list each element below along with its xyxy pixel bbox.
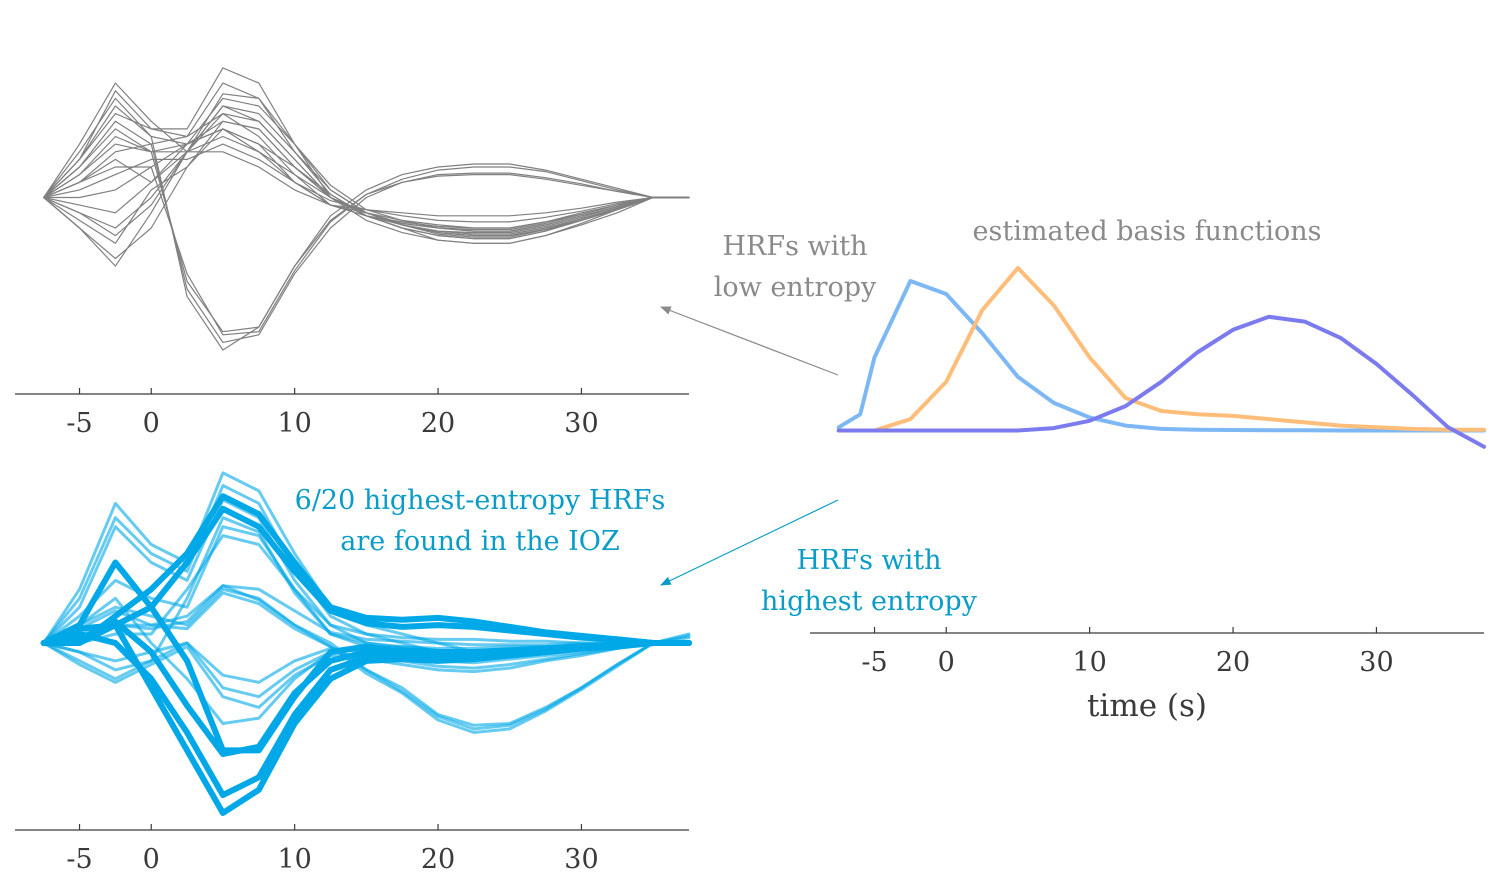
low-entropy-hrf-line-8: [43, 112, 690, 229]
basis-functions-plot: -5 0 10 20 30 time (s): [810, 266, 1486, 724]
low-entropy-x-tick-label: -5: [66, 408, 92, 439]
basis-functions-x-tick-label: 0: [938, 647, 955, 678]
high-entropy-hrf-line-9: [42, 498, 691, 657]
high-entropy-hrf-line-12: [42, 584, 691, 731]
high-entropy-arrow: [660, 499, 839, 586]
basis-function-line-2: [836, 266, 1486, 433]
low-entropy-hrf-line-19: [43, 105, 690, 351]
low-entropy-hrf-line-17: [43, 120, 690, 343]
high-entropy-x-tick-label: 10: [277, 844, 311, 875]
low-entropy-hrf-line-15: [43, 120, 690, 260]
low-entropy-x-axis: -5 0 10 20 30: [15, 388, 689, 439]
high-entropy-x-tick-label: 30: [564, 844, 598, 875]
basis-functions-x-tick-label: 20: [1216, 647, 1250, 678]
basis-function-line-3: [836, 314, 1486, 449]
high-entropy-hrf-line-18: [42, 525, 691, 654]
x-axis-label: time (s): [1087, 688, 1207, 724]
low-entropy-hrf-lines: [43, 67, 690, 351]
basis-function-line-1: [836, 279, 1486, 433]
basis-functions-x-tick-label: 10: [1072, 647, 1106, 678]
low-entropy-hrf-line-18: [43, 135, 690, 333]
basis-functions-x-axis: -5 0 10 20 30: [810, 627, 1484, 678]
high-entropy-x-tick-label: 0: [143, 844, 160, 875]
high-entropy-hrf-lines: [40, 471, 692, 816]
high-entropy-hrf-line-17: [42, 584, 691, 647]
high-entropy-hrf-plot: -5 0 10 20 30: [15, 471, 692, 875]
basis-function-lines: [836, 266, 1486, 449]
low-entropy-label-line-1: HRFs with: [722, 231, 867, 262]
low-entropy-label-line-2: low entropy: [714, 272, 877, 303]
basis-functions-x-tick-label: 30: [1359, 647, 1393, 678]
high-entropy-hrf-line-15: [42, 641, 691, 684]
low-entropy-hrf-plot: -5 0 10 20 30: [15, 67, 690, 439]
high-entropy-x-axis: -5 0 10 20 30: [15, 824, 689, 875]
low-entropy-x-tick-label: 0: [143, 408, 160, 439]
low-entropy-x-tick-label: 30: [564, 408, 598, 439]
low-entropy-hrf-line-13: [43, 143, 690, 223]
low-entropy-hrf-line-20: [43, 166, 690, 336]
ioz-note-line-2: are found in the IOZ: [340, 526, 619, 557]
low-entropy-x-tick-label: 20: [421, 408, 455, 439]
low-entropy-x-tick-label: 10: [277, 408, 311, 439]
high-entropy-hrf-line-14: [42, 641, 691, 709]
low-entropy-arrow: [659, 306, 839, 376]
basis-functions-x-tick-label: -5: [861, 647, 887, 678]
high-entropy-x-tick-label: -5: [66, 844, 92, 875]
high-entropy-label-line-1: HRFs with: [796, 545, 941, 576]
low-entropy-hrf-line-16: [43, 67, 690, 244]
basis-functions-title: estimated basis functions: [973, 216, 1322, 247]
ioz-note-line-1: 6/20 highest-entropy HRFs: [295, 485, 666, 516]
high-entropy-x-tick-label: 20: [421, 844, 455, 875]
high-entropy-label-line-2: highest entropy: [761, 586, 978, 617]
high-entropy-hrf-line-20: [42, 596, 691, 725]
